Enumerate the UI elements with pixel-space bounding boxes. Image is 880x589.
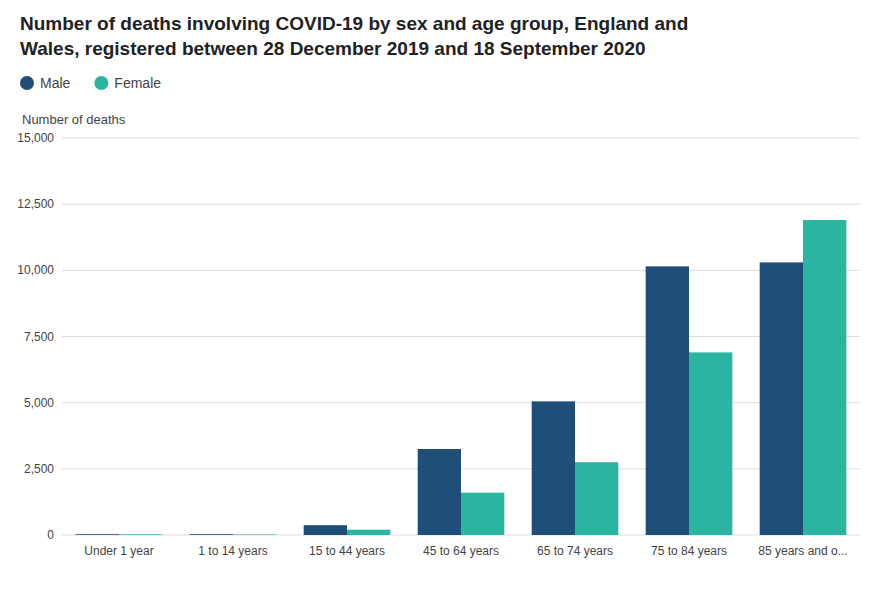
y-tick-label: 7,500 xyxy=(24,330,54,344)
y-tick-label: 15,000 xyxy=(17,131,54,145)
bars xyxy=(76,220,847,535)
bar xyxy=(575,462,618,535)
y-tick-label: 12,500 xyxy=(17,197,54,211)
legend: Male Female xyxy=(20,75,161,91)
bar xyxy=(760,262,803,535)
bar xyxy=(119,534,162,535)
x-tick-label: 85 years and o... xyxy=(758,544,847,558)
grid xyxy=(62,138,860,535)
title: Wales, registered between 28 December 20… xyxy=(20,38,646,59)
y-tick-label: 0 xyxy=(47,528,54,542)
grid-line xyxy=(62,270,860,271)
bar xyxy=(76,534,119,535)
bar xyxy=(532,401,575,535)
x-tick-label: 65 to 74 years xyxy=(537,544,613,558)
bar xyxy=(418,449,461,535)
bar xyxy=(347,530,390,535)
grid-line xyxy=(62,204,860,205)
grid-line xyxy=(62,336,860,337)
y-tick-label: 5,000 xyxy=(24,396,54,410)
bar xyxy=(646,266,689,535)
y-axis: 0 2,500 5,000 7,500 10,000 12,500 15,000 xyxy=(17,131,54,542)
x-tick-label: Under 1 year xyxy=(84,544,153,558)
y-tick-label: 10,000 xyxy=(17,263,54,277)
chart: Number of deaths involving COVID-19 by s… xyxy=(0,0,880,589)
legend-swatch xyxy=(20,76,34,90)
title: Number of deaths involving COVID-19 by s… xyxy=(20,13,688,34)
chart-container: Number of deaths involving COVID-19 by s… xyxy=(0,0,880,589)
bar xyxy=(304,525,347,535)
grid-line xyxy=(62,402,860,403)
bar xyxy=(689,352,732,535)
y-axis-label: Number of deaths xyxy=(22,112,126,127)
bar xyxy=(461,493,504,535)
legend-label: Female xyxy=(114,75,161,91)
x-axis: Under 1 year 1 to 14 years 15 to 44 years 4… xyxy=(84,544,847,558)
bar xyxy=(803,220,846,535)
legend-label: Male xyxy=(40,75,71,91)
legend-swatch xyxy=(94,76,108,90)
bar xyxy=(233,534,276,535)
y-tick-label: 2,500 xyxy=(24,462,54,476)
bar xyxy=(190,534,233,535)
x-tick-label: 1 to 14 years xyxy=(198,544,267,558)
x-tick-label: 75 to 84 years xyxy=(651,544,727,558)
x-tick-label: 15 to 44 years xyxy=(309,544,385,558)
x-tick-label: 45 to 64 years xyxy=(423,544,499,558)
grid-line xyxy=(62,138,860,139)
